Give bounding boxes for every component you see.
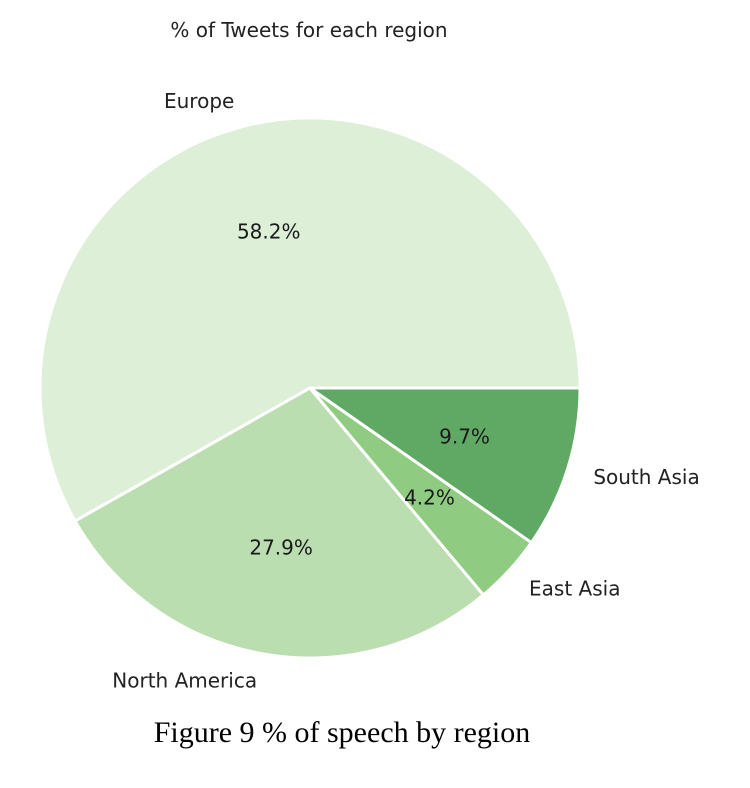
pct-label-north-america: 27.9% [249, 535, 313, 559]
pie-slice-europe [38, 116, 582, 523]
figure-caption: Figure 9 % of speech by region [153, 716, 531, 749]
pct-label-south-asia: 9.7% [439, 425, 490, 449]
category-label-east-asia: East Asia [529, 577, 620, 601]
chart-title: % of Tweets for each region [170, 18, 448, 42]
pct-label-east-asia: 4.2% [404, 485, 455, 509]
category-label-south-asia: South Asia [593, 465, 699, 489]
category-label-north-america: North America [112, 668, 257, 692]
pie-slice-south-asia [308, 386, 582, 545]
category-label-europe: Europe [164, 89, 234, 113]
pct-label-europe: 58.2% [237, 219, 301, 243]
pie-slice-north-america [73, 386, 485, 660]
